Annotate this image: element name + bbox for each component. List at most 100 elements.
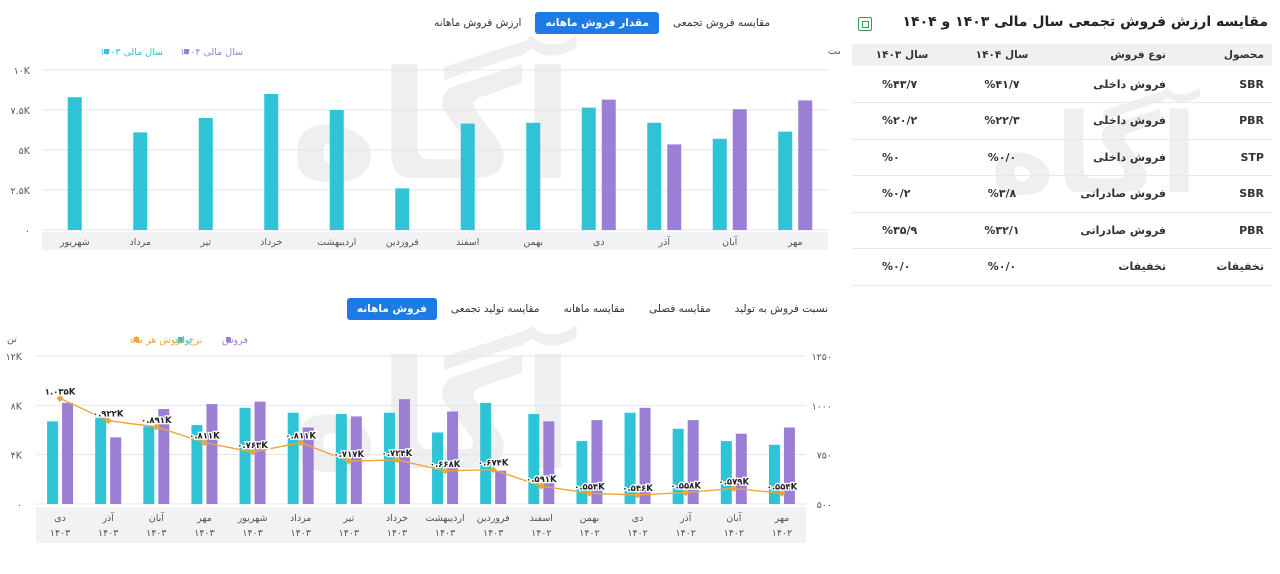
cell-product: PBR [1182, 102, 1272, 140]
x-tick-label: اردیبهشت [317, 237, 356, 248]
rate-point-label: ۰.۷۶۳K [237, 441, 268, 451]
tab-tabs-top-1[interactable]: مقدار فروش ماهانه [535, 12, 659, 34]
cell-year-1404: %۰/۰ [952, 139, 1052, 176]
bar-production-5 [528, 413, 540, 504]
table-row: PBR فروش صادراتی %۳۲/۱ %۳۵/۹ [852, 212, 1272, 249]
table-row: SBR فروش صادراتی %۳/۸ %۰/۲ [852, 175, 1272, 213]
tab-tabs-top-0[interactable]: ارزش فروش ماهانه [434, 17, 522, 29]
cell-year-1403: %۰/۲ [852, 175, 952, 213]
rate-point-1 [730, 484, 738, 492]
x-tick-month: شهریور [237, 513, 268, 524]
x-tick-month: دی [632, 513, 644, 524]
x-tick-year: ۱۴۰۳ [339, 528, 359, 539]
bar-1404-1 [732, 109, 747, 230]
y-tick-label: ۱۰K [14, 66, 31, 77]
x-tick-label: آبان [722, 235, 738, 248]
rate-point-label: ۰.۵۵۸K [670, 482, 701, 492]
bar-sales-6 [495, 470, 507, 504]
tab-tabs-bottom-0[interactable]: فروش ماهانه [346, 298, 437, 320]
x-tick-month: آذر [679, 511, 692, 524]
rate-point-label: ۰.۷۲۴K [382, 449, 413, 459]
x-tick-month: خرداد [386, 513, 408, 524]
tab-tabs-bottom-3[interactable]: مقایسه فصلی [648, 303, 711, 315]
bar-sales-14 [110, 437, 122, 504]
table-row: تخفیفات تخفیفات %۰/۰ %۰/۰ [852, 248, 1272, 286]
bar-production-11 [239, 407, 251, 504]
tab-tabs-top-2[interactable]: مقایسه فروش تجمعی [672, 17, 770, 29]
y-tick-label: ۰ [25, 226, 30, 237]
rate-point-8 [393, 456, 401, 464]
bottom-chart-tabs: فروش ماهانه مقایسه تولید تجمعی مقایسه ماها… [346, 298, 838, 320]
rate-point-label: ۰.۸۱۱K [189, 432, 220, 442]
bar-1404-3 [601, 99, 616, 230]
cell-year-1403: %۴۳/۷ [852, 66, 952, 103]
tab-tabs-bottom-1[interactable]: مقایسه تولید تجمعی [450, 303, 540, 315]
bar-sales-15 [62, 402, 74, 504]
x-tick-month: تیر [342, 513, 354, 524]
bar-1403-10 [133, 132, 148, 230]
bar-sales-3 [639, 407, 651, 504]
cell-year-1404: %۲۲/۳ [952, 102, 1052, 140]
excel-icon[interactable] [858, 17, 872, 31]
legend-swatch-0 [104, 49, 109, 54]
bar-sales-5 [543, 421, 555, 504]
bar-1403-6 [395, 188, 410, 230]
x-tick-month: آبان [726, 511, 742, 524]
cell-year-1404: %۳/۸ [952, 175, 1052, 213]
cell-sale-type: تخفیفات [1052, 248, 1182, 286]
bar-1403-7 [329, 110, 344, 230]
legend-swatch-0 [226, 337, 231, 342]
x-tick-year: ۱۴۰۳ [483, 528, 503, 539]
x-axis-band [42, 232, 828, 250]
x-tick-year: ۱۴۰۳ [194, 528, 214, 539]
legend-label-2: نرخ فروش هر ماه [130, 335, 202, 346]
cell-product: PBR [1182, 212, 1272, 249]
rate-point-15 [56, 394, 64, 402]
rate-point-label: ۰.۵۴۶K [622, 484, 653, 494]
x-tick-label: تیر [199, 237, 211, 248]
bar-sales-12 [206, 404, 218, 504]
legend-label-1: تولید [174, 335, 193, 346]
bar-1403-0 [778, 131, 793, 230]
header-year-1403: سال ۱۴۰۳ [852, 44, 952, 66]
x-tick-year: ۱۴۰۳ [98, 528, 118, 539]
rate-point-14 [104, 417, 112, 425]
legend-swatch-1 [184, 49, 189, 54]
x-tick-month: اردیبهشت [425, 513, 464, 524]
bar-production-4 [576, 441, 588, 504]
rate-point-label: ۰.۷۱۷K [334, 450, 365, 460]
x-tick-year: ۱۴۰۳ [435, 528, 455, 539]
tab-tabs-bottom-4[interactable]: نسبت فروش به تولید [734, 303, 828, 315]
rate-point-13 [152, 423, 160, 431]
y-tick-label: ۵K [19, 146, 31, 157]
bar-production-12 [191, 425, 203, 504]
cell-year-1404: %۰/۰ [952, 248, 1052, 286]
bar-production-14 [95, 417, 107, 504]
rate-point-9 [345, 457, 353, 465]
header-product: محصول [1182, 44, 1272, 66]
x-tick-label: فروردین [386, 237, 419, 248]
cell-year-1403: %۳۵/۹ [852, 212, 952, 249]
rate-line [59, 397, 783, 496]
x-axis-band [36, 507, 806, 543]
bar-production-6 [480, 402, 492, 504]
y-left-tick-label: ۴K [11, 451, 23, 462]
cell-year-1403: %۰ [852, 139, 952, 176]
tab-tabs-bottom-2[interactable]: مقایسه ماهانه [563, 303, 625, 315]
bar-production-8 [383, 412, 395, 504]
cell-product: SBR [1182, 175, 1272, 213]
x-tick-year: ۱۴۰۳ [242, 528, 262, 539]
y-left-tick-label: ۱۲K [6, 352, 23, 363]
bar-production-15 [47, 421, 59, 504]
rate-point-label: ۰.۸۱۱K [285, 432, 316, 442]
legend-swatch-1 [178, 337, 183, 342]
bar-sales-1 [735, 433, 747, 504]
cell-year-1404: %۴۱/۷ [952, 66, 1052, 103]
bar-sales-4 [591, 420, 603, 504]
bar-production-10 [287, 412, 299, 504]
bar-production-3 [624, 412, 636, 504]
bar-sales-9 [350, 416, 362, 504]
rate-point-7 [441, 467, 449, 475]
x-tick-month: مهر [774, 513, 790, 524]
